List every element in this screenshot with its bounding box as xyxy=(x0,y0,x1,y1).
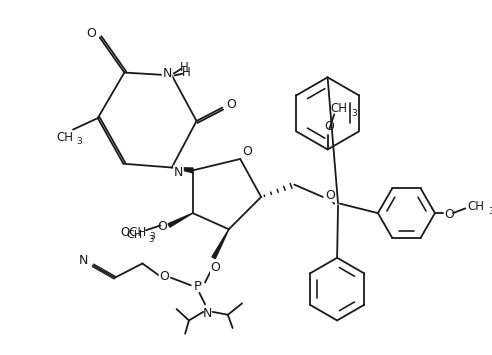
Polygon shape xyxy=(212,229,229,259)
Text: OCH: OCH xyxy=(121,226,147,239)
Text: O: O xyxy=(159,270,169,283)
Text: CH: CH xyxy=(467,200,484,213)
Text: N: N xyxy=(79,254,88,267)
Text: O: O xyxy=(159,270,169,283)
Text: N: N xyxy=(174,168,183,181)
Text: O: O xyxy=(211,261,220,274)
Polygon shape xyxy=(168,213,193,227)
Text: O: O xyxy=(226,98,236,111)
Text: H: H xyxy=(182,66,190,79)
Text: O: O xyxy=(211,261,220,274)
Text: 3: 3 xyxy=(76,137,82,146)
Text: 3: 3 xyxy=(351,109,357,118)
Text: O: O xyxy=(325,120,335,133)
Text: N: N xyxy=(174,166,183,179)
Text: O: O xyxy=(242,145,252,158)
Text: 3: 3 xyxy=(488,207,492,216)
Text: O: O xyxy=(157,220,167,233)
Text: N: N xyxy=(174,166,183,179)
Text: N: N xyxy=(162,67,172,80)
Text: P: P xyxy=(193,280,202,293)
Text: O: O xyxy=(86,27,96,40)
Text: N: N xyxy=(162,67,172,80)
Polygon shape xyxy=(172,168,193,173)
Text: N: N xyxy=(203,307,213,320)
Text: 3: 3 xyxy=(148,235,154,244)
Text: O: O xyxy=(326,189,336,202)
Text: O: O xyxy=(444,208,454,220)
Text: N: N xyxy=(163,66,173,79)
Text: CH: CH xyxy=(56,131,73,144)
Text: O: O xyxy=(326,189,336,202)
Text: 3: 3 xyxy=(149,233,155,241)
Text: CH: CH xyxy=(127,230,143,240)
Text: O: O xyxy=(242,145,252,158)
Text: CH: CH xyxy=(331,102,347,115)
Text: H: H xyxy=(180,61,188,74)
